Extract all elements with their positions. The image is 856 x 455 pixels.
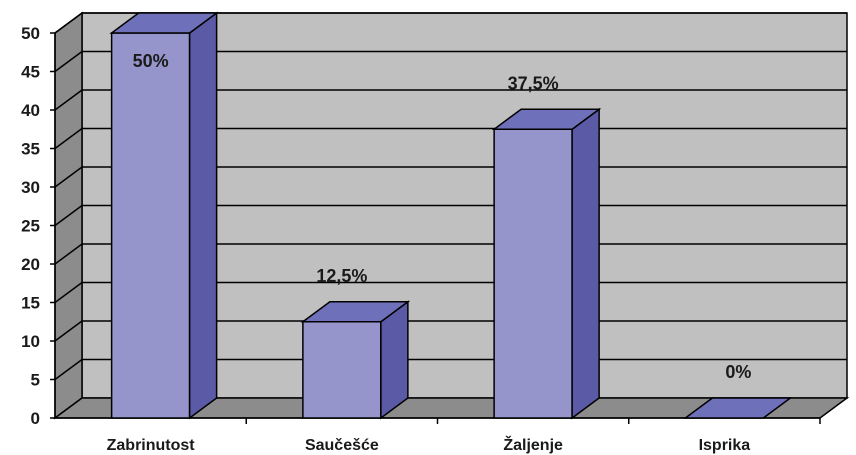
bar-front	[302, 321, 382, 419]
y-tick-label: 15	[21, 294, 40, 313]
x-tick-label: Isprika	[699, 437, 751, 454]
y-tick-label: 50	[21, 24, 40, 43]
y-tick-label: 20	[21, 255, 40, 274]
data-label: 50%	[133, 51, 169, 71]
bar-Isprika	[683, 397, 793, 419]
y-tick-label: 25	[21, 217, 40, 236]
data-label: 0%	[725, 362, 751, 382]
data-label: 37,5%	[508, 73, 559, 93]
bar-top	[300, 301, 411, 323]
bar-Zabrinutost	[109, 11, 219, 420]
bar-top	[491, 108, 602, 130]
y-tick-label: 40	[21, 101, 40, 120]
y-tick-label: 35	[21, 140, 40, 159]
bar-Žaljenje	[491, 107, 602, 420]
y-tick-label: 45	[21, 63, 40, 82]
y-tick-label: 30	[21, 178, 40, 197]
x-tick-label: Zabrinutost	[107, 437, 196, 454]
x-tick-label: Žaljenje	[503, 435, 563, 454]
x-tick-label: Saučešće	[305, 437, 379, 454]
bars	[109, 11, 793, 420]
bar-front	[493, 128, 573, 419]
bar-side	[571, 107, 600, 420]
bar-front	[110, 32, 191, 419]
y-tick-label: 10	[21, 332, 40, 351]
bar-top	[683, 397, 793, 419]
x-axis-labels: Zabrinutost Saučešće Žaljenje Isprika	[107, 418, 821, 454]
data-labels: 50% 12,5% 37,5% 0%	[133, 51, 752, 382]
gridline	[54, 50, 847, 73]
bar-Saučešće	[300, 300, 411, 420]
gridline	[54, 89, 847, 111]
bar-side	[188, 11, 218, 420]
y-tick-label: 0	[31, 409, 40, 428]
y-tick-label: 5	[31, 371, 40, 390]
data-label: 12,5%	[316, 266, 367, 286]
gridline	[54, 12, 847, 34]
bar-top	[109, 12, 219, 34]
